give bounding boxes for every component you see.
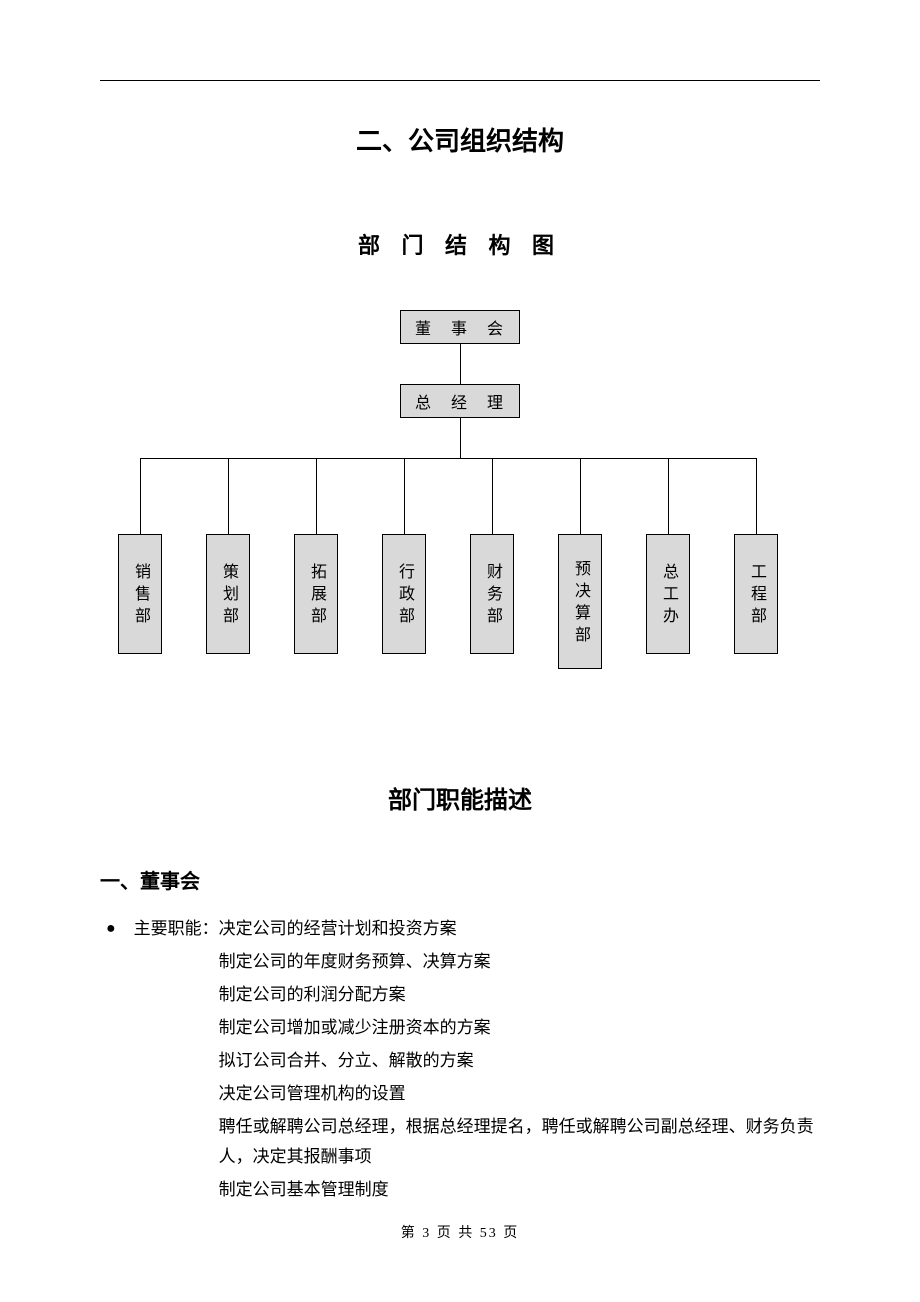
org-node-planning: 策划部	[206, 534, 250, 654]
connector-line	[492, 458, 493, 534]
connector-line	[140, 458, 141, 534]
org-node-budget: 预决算部	[558, 534, 602, 669]
org-node-sales: 销售部	[118, 534, 162, 654]
connector-line	[460, 344, 461, 384]
responsibility-item: 决定公司的经营计划和投资方案	[219, 914, 820, 944]
connector-line	[460, 418, 461, 458]
org-chart: 董 事 会总 经 理销售部策划部拓展部行政部财务部预决算部总工办工程部	[100, 310, 820, 680]
connector-line	[228, 458, 229, 534]
bullet-icon: ●	[106, 914, 116, 944]
org-node-chiefeng: 总工办	[646, 534, 690, 654]
responsibility-item: 制定公司增加或减少注册资本的方案	[219, 1013, 820, 1043]
org-node-project: 工程部	[734, 534, 778, 654]
responsibility-item: 制定公司的利润分配方案	[219, 980, 820, 1010]
connector-line	[316, 458, 317, 534]
description-title: 部门职能描述	[100, 780, 820, 815]
bullet-label: 主要职能：	[134, 914, 219, 944]
org-node-expand: 拓展部	[294, 534, 338, 654]
connector-line	[404, 458, 405, 534]
responsibility-item: 制定公司基本管理制度	[219, 1175, 820, 1205]
responsibility-item: 聘任或解聘公司总经理，根据总经理提名，聘任或解聘公司副总经理、财务负责人，决定其…	[219, 1112, 820, 1172]
org-node-admin: 行政部	[382, 534, 426, 654]
chart-title: 部 门 结 构 图	[100, 228, 820, 260]
org-node-finance: 财务部	[470, 534, 514, 654]
section-head-board: 一、董事会	[100, 865, 820, 894]
main-title: 二、公司组织结构	[100, 121, 820, 158]
responsibility-item: 决定公司管理机构的设置	[219, 1079, 820, 1109]
connector-line	[668, 458, 669, 534]
responsibility-item: 拟订公司合并、分立、解散的方案	[219, 1046, 820, 1076]
org-node-board: 董 事 会	[400, 310, 520, 344]
connector-line	[140, 458, 756, 459]
page-footer: 第 3 页 共 53 页	[0, 1222, 920, 1242]
top-rule	[100, 80, 820, 81]
connector-line	[756, 458, 757, 534]
responsibilities-block: ● 主要职能： 决定公司的经营计划和投资方案制定公司的年度财务预算、决算方案制定…	[106, 914, 820, 1208]
responsibility-item: 制定公司的年度财务预算、决算方案	[219, 947, 820, 977]
org-node-gm: 总 经 理	[400, 384, 520, 418]
connector-line	[580, 458, 581, 534]
responsibilities-list: 决定公司的经营计划和投资方案制定公司的年度财务预算、决算方案制定公司的利润分配方…	[219, 914, 820, 1208]
